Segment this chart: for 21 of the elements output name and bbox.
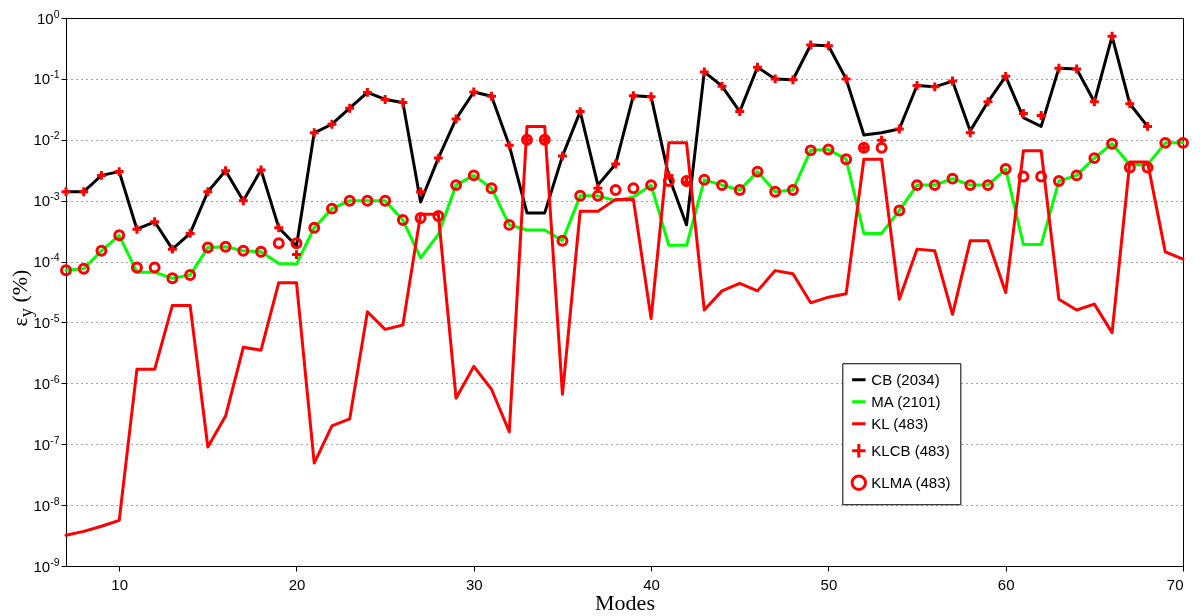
x-tick-label: 20 [288,575,306,593]
x-tick-label: 30 [465,575,483,593]
y-tick-label: 10$^{0}$ [36,7,60,27]
x-tick-label: 50 [820,575,838,593]
y-tick-label: 10$^{-4}$ [33,251,60,271]
y-tick-label: 10$^{-3}$ [33,190,60,210]
x-tick-label: 60 [997,575,1015,593]
y-tick-label: 10$^{-1}$ [33,68,60,88]
x-tick-label: 10 [111,575,129,593]
legend-label: KLMA (483) [871,473,951,491]
legend-label: KL (483) [871,414,929,432]
line-series [64,124,1185,537]
legend-label: KLCB (483) [871,441,950,459]
legend-label: MA (2101) [871,392,941,410]
y-tick-label: 10$^{-2}$ [33,129,60,149]
y-tick-label: 10$^{-8}$ [33,494,60,514]
legend-label: CB (2034) [871,370,940,388]
y-tick-label: 10$^{-9}$ [33,555,60,575]
y-tick-label: 10$^{-6}$ [33,372,60,392]
y-tick-label: 10$^{-7}$ [33,433,60,453]
x-tick-label: 70 [1166,575,1184,593]
